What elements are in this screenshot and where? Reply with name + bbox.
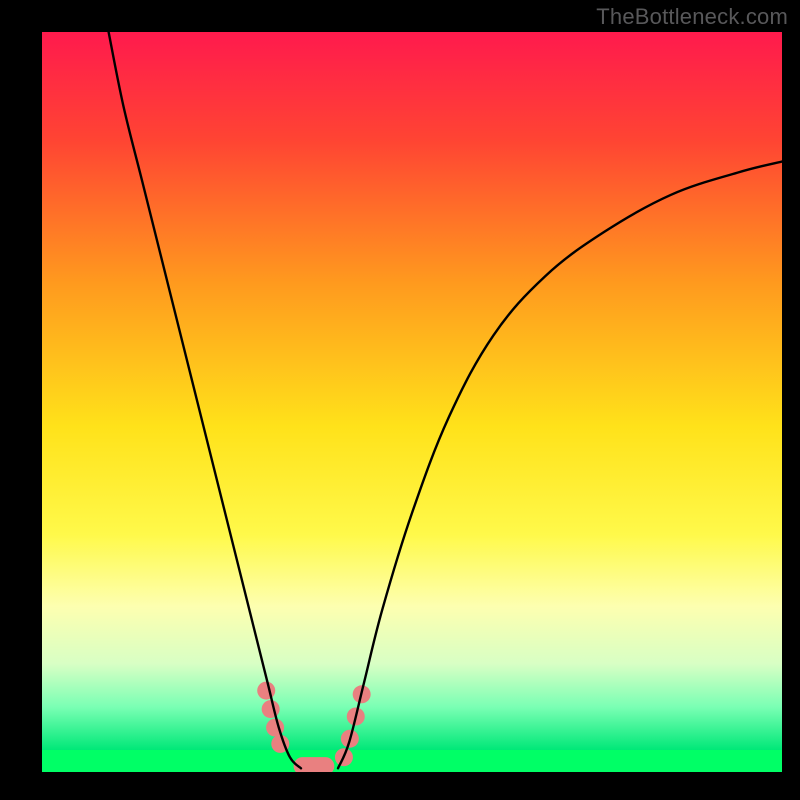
watermark-text: TheBottleneck.com: [596, 4, 788, 30]
chart-curves-layer: [42, 32, 782, 772]
bottleneck-curve: [109, 32, 782, 768]
chart-plot-area: [42, 32, 782, 772]
